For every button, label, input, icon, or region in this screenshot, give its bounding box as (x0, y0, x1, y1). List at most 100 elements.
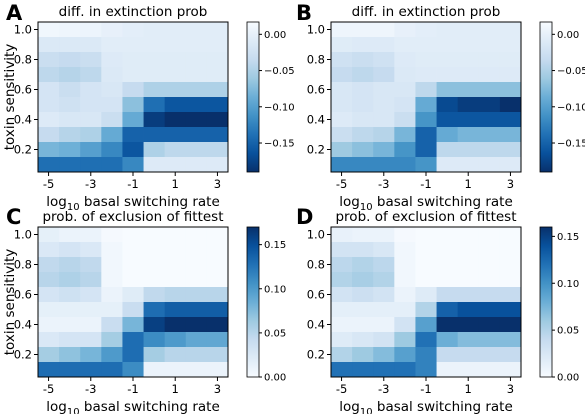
heatmap-cell (457, 112, 480, 128)
heatmap-cell (122, 22, 144, 38)
heatmap-cell (394, 112, 416, 128)
heatmap-cell (206, 242, 229, 258)
heatmap-cell (457, 347, 480, 363)
colorbar-tick-label: −0.15 (264, 139, 295, 150)
heatmap-cell (499, 82, 522, 98)
heatmap-cell (394, 67, 416, 83)
y-tick-label: 0.6 (14, 288, 32, 302)
heatmap-cell (143, 127, 166, 143)
y-tick-label: 0.4 (307, 318, 325, 332)
heatmap-cell (164, 317, 187, 333)
panel-title: diff. in extinction prob (352, 4, 501, 20)
heatmap-cell (373, 257, 395, 273)
x-tick-label: 3 (214, 382, 221, 396)
heatmap-cell (101, 362, 123, 378)
heatmap-cell (436, 97, 459, 113)
x-tick-label: 3 (507, 382, 514, 396)
heatmap-cell (331, 22, 353, 38)
heatmap-cell (59, 257, 81, 273)
heatmap-cell (478, 302, 501, 318)
y-tick-label: 0.8 (14, 258, 32, 272)
heatmap-cell (122, 242, 144, 258)
x-tick-label: -1 (127, 177, 138, 191)
heatmap-cell (457, 97, 480, 113)
heatmap-cell (352, 302, 374, 318)
panel-title: diff. in extinction prob (59, 4, 208, 20)
heatmap-cell (478, 287, 501, 303)
heatmap-cell (352, 332, 374, 348)
heatmap-cell (478, 22, 501, 38)
y-tick-label: 0.8 (307, 53, 325, 67)
heatmap-cell (206, 52, 229, 68)
heatmap-cell (122, 317, 144, 333)
heatmap-cell (143, 347, 166, 363)
heatmap-cell (185, 37, 208, 53)
heatmap-cell (415, 272, 437, 288)
heatmap-cell (38, 97, 60, 113)
y-tick-label: 0.6 (307, 288, 325, 302)
y-tick-label: 0.2 (14, 143, 32, 157)
heatmap-cell (185, 157, 208, 173)
heatmap-cell (331, 347, 353, 363)
heatmap-cell (206, 287, 229, 303)
heatmap-cell (80, 317, 102, 333)
heatmap-cell (394, 22, 416, 38)
heatmap-cell (143, 317, 166, 333)
heatmap-cell (101, 257, 123, 273)
heatmap-cell (206, 22, 229, 38)
heatmap-cell (436, 52, 459, 68)
heatmap-cell (122, 157, 144, 173)
heatmap-cell (478, 272, 501, 288)
y-tick-label: 1.0 (307, 23, 325, 37)
heatmap-cell (373, 227, 395, 243)
heatmap-cell (143, 362, 166, 378)
heatmap-cell (373, 37, 395, 53)
heatmap-cell (352, 257, 374, 273)
heatmap-cell (352, 287, 374, 303)
heatmap-cell (164, 362, 187, 378)
x-axis-label-rest: basal switching rate (373, 399, 513, 414)
heatmap-cell (331, 242, 353, 258)
heatmap-cell (415, 127, 437, 143)
heatmap-cell (185, 97, 208, 113)
heatmap-cell (206, 112, 229, 128)
x-tick-label: -1 (420, 177, 431, 191)
heatmap-cell (101, 287, 123, 303)
heatmap-cell (59, 22, 81, 38)
heatmap-cell (331, 67, 353, 83)
heatmap-cell (206, 82, 229, 98)
heatmap-cell (331, 332, 353, 348)
x-axis-label-base: log (46, 399, 67, 414)
heatmap-cell (394, 257, 416, 273)
heatmap-cell (457, 67, 480, 83)
heatmap-cell (38, 37, 60, 53)
heatmap-cell (436, 227, 459, 243)
heatmap-cell (373, 287, 395, 303)
heatmap-cell (143, 242, 166, 258)
heatmap-cell (80, 157, 102, 173)
heatmap-cell (143, 67, 166, 83)
x-tick-label: 1 (465, 382, 472, 396)
heatmap-cell (59, 142, 81, 158)
x-axis-label-base: log (339, 194, 360, 210)
heatmap-cell (122, 37, 144, 53)
heatmap-cell (80, 287, 102, 303)
heatmap-cell (122, 97, 144, 113)
heatmap-cell (185, 67, 208, 83)
y-tick-label: 0.8 (14, 53, 32, 67)
heatmap-cell (122, 82, 144, 98)
colorbar-tick-label: −0.15 (557, 139, 585, 150)
heatmap-cell (457, 317, 480, 333)
heatmap-cell (415, 317, 437, 333)
heatmap-cell (164, 287, 187, 303)
x-tick-label: -3 (378, 382, 389, 396)
heatmap-cell (331, 37, 353, 53)
heatmap-cell (499, 257, 522, 273)
y-tick-label: 1.0 (14, 23, 32, 37)
heatmap-cell (415, 302, 437, 318)
heatmap-cell (394, 227, 416, 243)
panel-letter: D (296, 205, 313, 229)
heatmap-cell (206, 347, 229, 363)
heatmap-cell (206, 37, 229, 53)
